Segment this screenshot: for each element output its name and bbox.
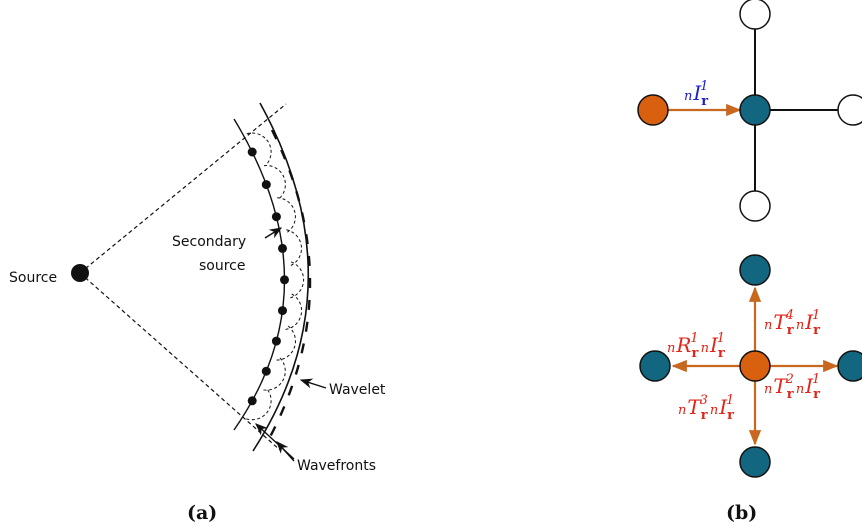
wavelet-envelope [268, 129, 312, 438]
wavelet-arc [286, 229, 302, 267]
wavelet-arc [246, 132, 272, 164]
wavelet-arc [246, 389, 272, 421]
top-node-incoming [637, 94, 669, 126]
secondary-source-dot [278, 306, 287, 316]
panel-b-top: nIr1 [637, 0, 862, 222]
wavelet-arc [289, 261, 305, 299]
secondary-source-dot [261, 180, 271, 190]
transmitted-pulse-2-label: nTr2nIr1 [764, 372, 820, 402]
wavelet-arc [263, 357, 286, 391]
bottom-node-up [739, 254, 771, 286]
bottom-node-right [837, 350, 862, 382]
wavefront-inner [233, 118, 286, 431]
source-dot [71, 264, 89, 282]
cone-ray-upper [79, 103, 287, 274]
panel-a-label: (a) [187, 502, 217, 524]
secondary-source-dot [247, 147, 257, 157]
top-node-right [837, 94, 862, 126]
secondary-source-label-line1: Secondary [172, 234, 246, 250]
panel-b-label: (b) [726, 502, 757, 524]
secondary-source-arrow [264, 227, 283, 239]
incident-pulse-label: nIr1 [684, 79, 708, 109]
secondary-source-dot [271, 212, 281, 222]
secondary-sources [246, 132, 305, 421]
secondary-source-label-line2: source [199, 258, 246, 274]
wavelet-arc [277, 197, 296, 233]
wavelet-arc [263, 165, 286, 199]
transmitted-pulse-3-label: nTr3nIr1 [678, 393, 734, 423]
bottom-node-center [739, 350, 771, 382]
wavelet-arc [285, 293, 303, 330]
bottom-node-down [739, 446, 771, 478]
wavefront-outer [252, 102, 310, 452]
panel-b-bottom: nRr1nIr1 nTr4nIr1 nTr2nIr1 nTr3nIr1 (b) [639, 254, 862, 524]
wavelet-label: Wavelet [329, 382, 386, 398]
secondary-source-dot [261, 366, 271, 376]
wavefronts-arrow-2 [276, 441, 295, 462]
bottom-node-left [639, 350, 671, 382]
top-node-up [739, 0, 771, 30]
secondary-source-dot [278, 243, 287, 253]
reflected-pulse-label: nRr1nIr1 [667, 331, 725, 361]
wavefronts-label: Wavefronts [297, 458, 376, 474]
panel-a: Source Secondary source Wavelet Wavefron… [9, 102, 386, 524]
top-node-down [739, 190, 771, 222]
secondary-source-dot [271, 336, 281, 346]
top-node-center [739, 94, 771, 126]
secondary-source-dot [280, 275, 289, 285]
wavelet-arrow [299, 378, 327, 389]
source-label: Source [9, 270, 57, 286]
cone-ray-lower [79, 272, 281, 451]
transmitted-pulse-4-label: nTr4nIr1 [764, 308, 820, 338]
wavelet-arc [276, 325, 296, 361]
secondary-source-dot [247, 396, 257, 406]
